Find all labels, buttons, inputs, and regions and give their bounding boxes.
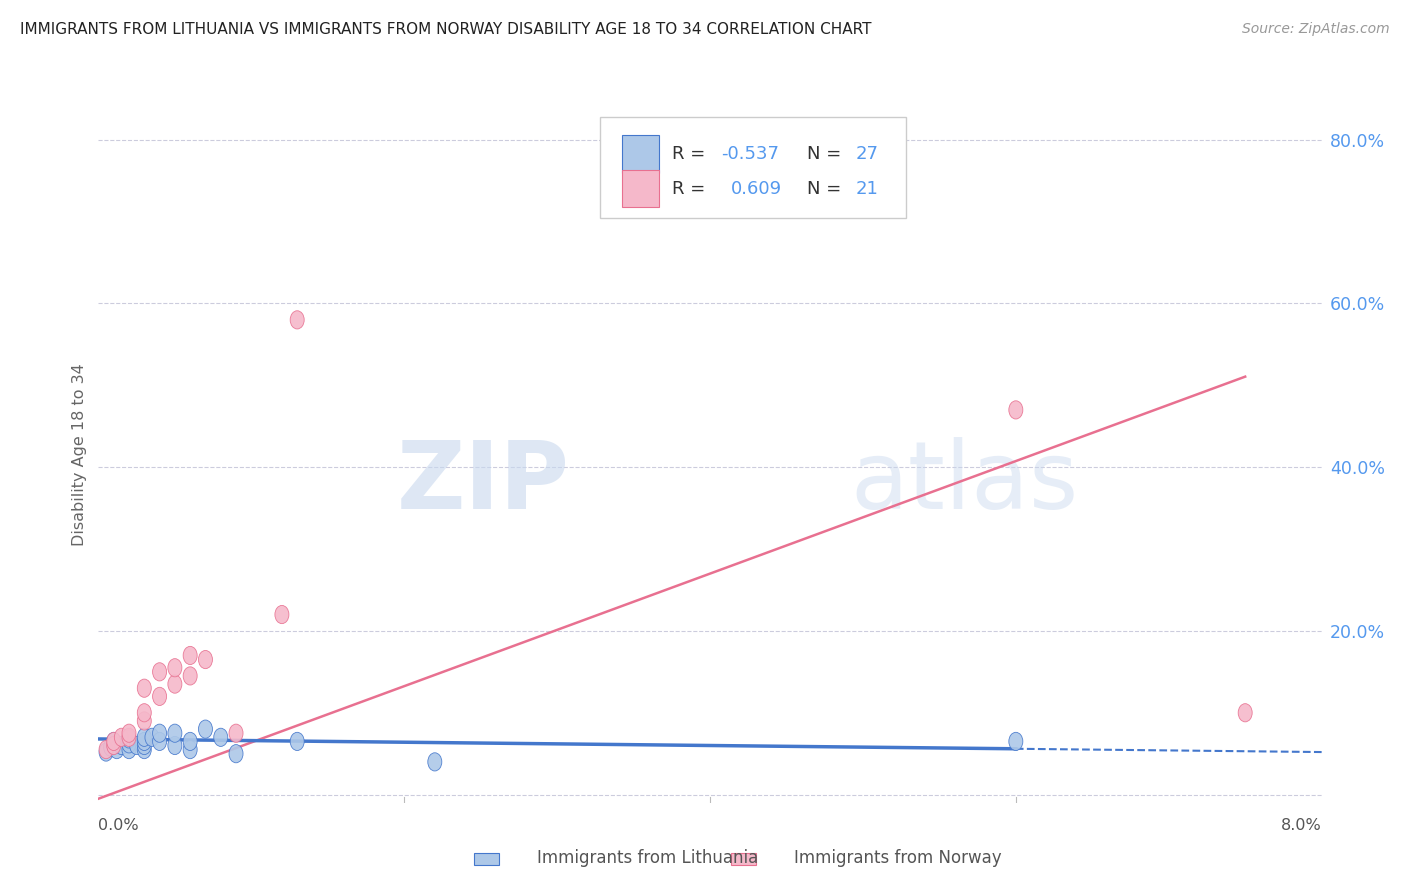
Ellipse shape (138, 704, 152, 722)
Ellipse shape (229, 724, 243, 742)
Ellipse shape (114, 728, 128, 747)
Ellipse shape (198, 720, 212, 739)
Ellipse shape (122, 730, 136, 748)
Ellipse shape (110, 740, 124, 759)
Text: atlas: atlas (851, 437, 1078, 529)
Ellipse shape (427, 753, 441, 771)
Ellipse shape (276, 606, 288, 624)
Ellipse shape (138, 737, 152, 755)
Text: Source: ZipAtlas.com: Source: ZipAtlas.com (1241, 22, 1389, 37)
Ellipse shape (153, 663, 166, 681)
Ellipse shape (167, 658, 181, 677)
Ellipse shape (145, 728, 159, 747)
Ellipse shape (107, 732, 121, 750)
Text: ZIP: ZIP (396, 437, 569, 529)
Ellipse shape (214, 728, 228, 747)
Ellipse shape (153, 732, 166, 750)
FancyBboxPatch shape (621, 135, 658, 173)
Text: Immigrants from Norway: Immigrants from Norway (794, 849, 1002, 867)
Ellipse shape (229, 745, 243, 763)
Text: 0.0%: 0.0% (98, 818, 139, 832)
Ellipse shape (122, 724, 136, 742)
Ellipse shape (114, 737, 128, 755)
FancyBboxPatch shape (621, 169, 658, 207)
Ellipse shape (107, 737, 121, 755)
Ellipse shape (138, 728, 152, 747)
Ellipse shape (107, 737, 121, 755)
Y-axis label: Disability Age 18 to 34: Disability Age 18 to 34 (72, 364, 87, 546)
Ellipse shape (122, 740, 136, 759)
Text: 27: 27 (856, 145, 879, 163)
Ellipse shape (107, 732, 121, 750)
Bar (731, 853, 756, 865)
Ellipse shape (290, 310, 304, 329)
Ellipse shape (122, 735, 136, 753)
Ellipse shape (129, 737, 143, 755)
Ellipse shape (138, 740, 152, 759)
Ellipse shape (122, 728, 136, 747)
Ellipse shape (1239, 704, 1253, 722)
Text: IMMIGRANTS FROM LITHUANIA VS IMMIGRANTS FROM NORWAY DISABILITY AGE 18 TO 34 CORR: IMMIGRANTS FROM LITHUANIA VS IMMIGRANTS … (20, 22, 872, 37)
Ellipse shape (198, 650, 212, 669)
Text: 8.0%: 8.0% (1281, 818, 1322, 832)
Ellipse shape (1010, 732, 1022, 750)
Ellipse shape (290, 732, 304, 750)
Ellipse shape (167, 675, 181, 693)
Ellipse shape (138, 679, 152, 698)
Text: 21: 21 (856, 179, 879, 198)
Text: N =: N = (807, 179, 846, 198)
Ellipse shape (1010, 401, 1022, 419)
Ellipse shape (98, 740, 112, 759)
Ellipse shape (167, 724, 181, 742)
Ellipse shape (98, 743, 112, 761)
Ellipse shape (153, 688, 166, 706)
Text: R =: R = (672, 145, 711, 163)
Bar (474, 853, 499, 865)
Text: 0.609: 0.609 (731, 179, 782, 198)
Text: -0.537: -0.537 (721, 145, 779, 163)
Ellipse shape (183, 647, 197, 665)
Ellipse shape (183, 667, 197, 685)
Text: R =: R = (672, 179, 717, 198)
Text: Immigrants from Lithuania: Immigrants from Lithuania (537, 849, 758, 867)
Ellipse shape (104, 738, 118, 756)
Ellipse shape (167, 737, 181, 755)
Ellipse shape (183, 740, 197, 759)
Ellipse shape (183, 732, 197, 750)
Ellipse shape (153, 724, 166, 742)
Text: N =: N = (807, 145, 846, 163)
FancyBboxPatch shape (600, 118, 905, 219)
Ellipse shape (138, 712, 152, 730)
Ellipse shape (138, 732, 152, 750)
